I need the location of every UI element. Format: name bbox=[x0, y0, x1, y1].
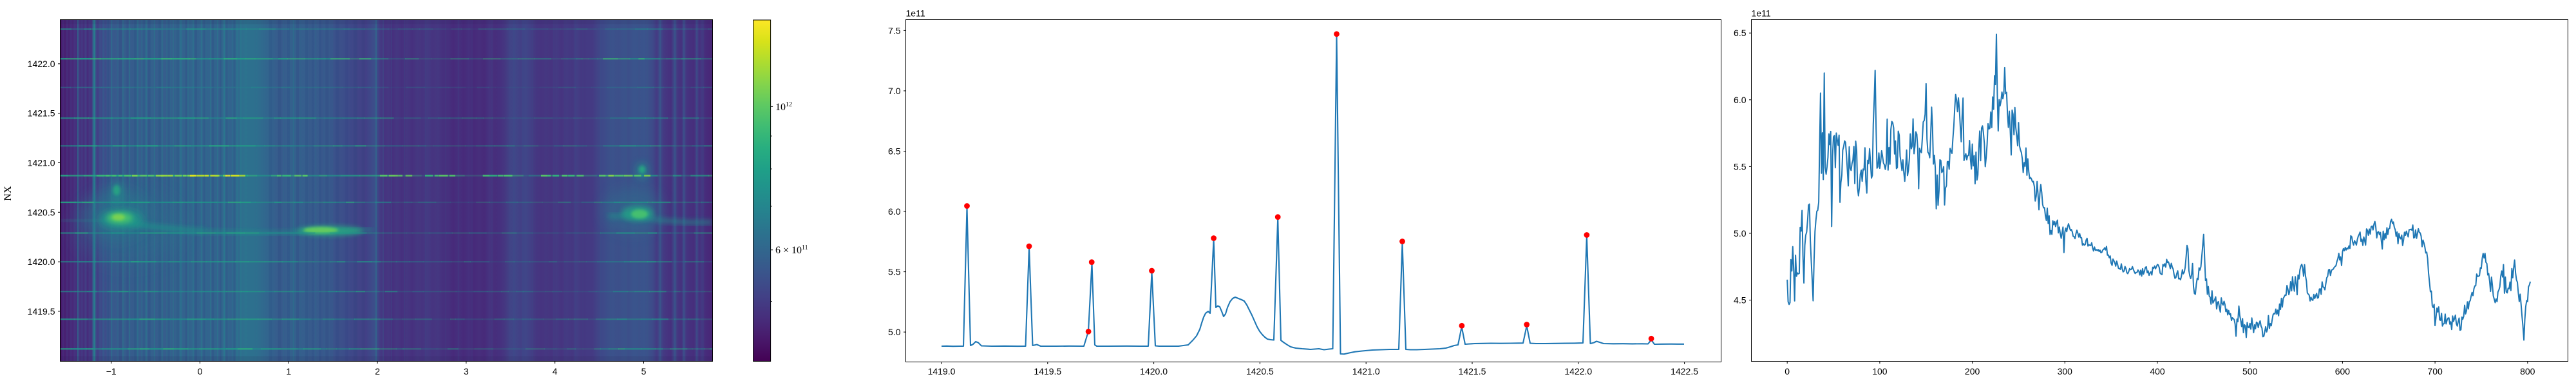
svg-text:500: 500 bbox=[2242, 366, 2258, 376]
svg-text:1: 1 bbox=[286, 366, 291, 376]
svg-text:5.0: 5.0 bbox=[1734, 228, 1747, 239]
svg-text:1e11: 1e11 bbox=[1752, 8, 1771, 19]
svg-text:1e11: 1e11 bbox=[906, 8, 925, 19]
svg-text:−1: −1 bbox=[106, 366, 117, 376]
svg-text:1419.5: 1419.5 bbox=[1034, 366, 1061, 376]
svg-text:1421.0: 1421.0 bbox=[28, 158, 55, 168]
svg-text:5.5: 5.5 bbox=[888, 267, 901, 277]
svg-text:1422.0: 1422.0 bbox=[1564, 366, 1592, 376]
svg-text:4.5: 4.5 bbox=[1734, 295, 1747, 306]
svg-text:1421.0: 1421.0 bbox=[1352, 366, 1380, 376]
svg-text:400: 400 bbox=[2150, 366, 2165, 376]
svg-text:2: 2 bbox=[375, 366, 380, 376]
svg-text:1420.5: 1420.5 bbox=[1246, 366, 1274, 376]
svg-text:5.0: 5.0 bbox=[888, 327, 901, 337]
svg-text:1419.0: 1419.0 bbox=[928, 366, 956, 376]
svg-text:5.5: 5.5 bbox=[1734, 161, 1747, 171]
svg-text:4: 4 bbox=[553, 366, 558, 376]
svg-text:600: 600 bbox=[2335, 366, 2351, 376]
svg-text:7.5: 7.5 bbox=[888, 25, 901, 35]
svg-text:700: 700 bbox=[2427, 366, 2443, 376]
svg-text:100: 100 bbox=[1872, 366, 1888, 376]
svg-text:0: 0 bbox=[198, 366, 203, 376]
svg-text:1421.5: 1421.5 bbox=[1459, 366, 1486, 376]
svg-text:NX: NX bbox=[3, 186, 14, 201]
svg-text:6.5: 6.5 bbox=[888, 146, 901, 157]
svg-text:800: 800 bbox=[2520, 366, 2535, 376]
svg-text:1420.5: 1420.5 bbox=[28, 207, 55, 217]
svg-text:1422.0: 1422.0 bbox=[28, 59, 55, 69]
svg-text:0: 0 bbox=[1785, 366, 1790, 376]
svg-text:7.0: 7.0 bbox=[888, 86, 901, 96]
svg-text:6.5: 6.5 bbox=[1734, 28, 1747, 38]
svg-text:6.0: 6.0 bbox=[888, 206, 901, 217]
svg-text:6 × 1011: 6 × 1011 bbox=[775, 244, 808, 256]
svg-text:1422.5: 1422.5 bbox=[1671, 366, 1698, 376]
svg-text:1420.0: 1420.0 bbox=[28, 257, 55, 267]
svg-text:200: 200 bbox=[1965, 366, 1980, 376]
svg-text:3: 3 bbox=[464, 366, 469, 376]
svg-text:300: 300 bbox=[2058, 366, 2073, 376]
svg-text:1420.0: 1420.0 bbox=[1140, 366, 1168, 376]
svg-text:6.0: 6.0 bbox=[1734, 95, 1747, 105]
svg-text:5: 5 bbox=[641, 366, 647, 376]
svg-text:1421.5: 1421.5 bbox=[28, 108, 55, 119]
svg-text:1419.5: 1419.5 bbox=[28, 306, 55, 317]
